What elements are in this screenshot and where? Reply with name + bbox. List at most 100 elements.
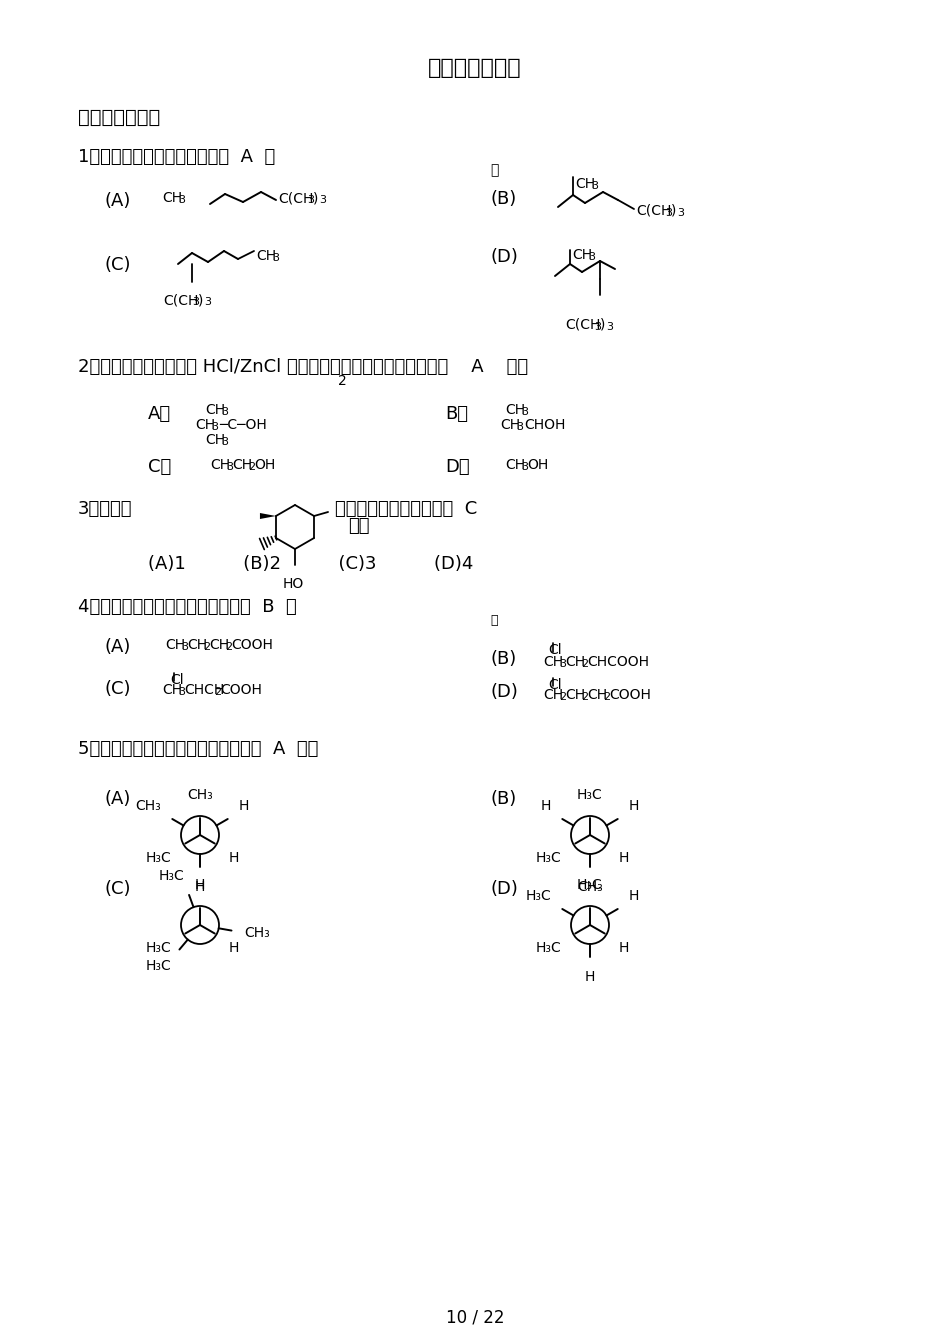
Text: (B): (B) — [490, 650, 516, 668]
Text: 2: 2 — [581, 692, 588, 702]
Text: (D): (D) — [490, 880, 518, 898]
Text: CHCOOH: CHCOOH — [587, 655, 649, 669]
Text: 4、以下化合物中，酸性最强的是（  B  ）: 4、以下化合物中，酸性最强的是（ B ） — [78, 598, 296, 616]
Text: (C): (C) — [105, 880, 131, 898]
Text: OH: OH — [254, 458, 276, 472]
Text: 具有手性中心的个数为（  C: 具有手性中心的个数为（ C — [335, 500, 477, 517]
Text: (C): (C) — [105, 680, 131, 698]
Text: 2: 2 — [214, 687, 221, 698]
Text: 3: 3 — [588, 253, 595, 262]
Text: 3: 3 — [594, 323, 601, 332]
Text: 2: 2 — [338, 374, 347, 388]
Text: CH: CH — [256, 249, 276, 263]
Text: 3: 3 — [319, 195, 326, 206]
Text: CHCH: CHCH — [184, 683, 224, 698]
Text: CH: CH — [162, 683, 182, 698]
Text: ): ) — [198, 293, 203, 306]
Text: H₃C: H₃C — [159, 868, 184, 883]
Text: CH: CH — [587, 688, 607, 702]
Text: (C): (C) — [105, 255, 131, 274]
Text: H: H — [585, 970, 596, 984]
Text: 3: 3 — [181, 642, 188, 652]
Text: 3: 3 — [307, 195, 314, 206]
Text: COOH: COOH — [231, 638, 273, 652]
Text: H₃C: H₃C — [145, 852, 171, 866]
Text: 3: 3 — [665, 208, 672, 218]
Text: 一、单项选择题: 一、单项选择题 — [78, 108, 161, 126]
Text: 3: 3 — [591, 181, 598, 191]
Text: COOH: COOH — [609, 688, 651, 702]
Text: H₃C: H₃C — [578, 878, 603, 892]
Text: CH₃: CH₃ — [135, 798, 162, 813]
Text: B、: B、 — [445, 405, 468, 423]
Text: H₃C: H₃C — [525, 888, 551, 903]
Text: CH₃: CH₃ — [578, 880, 603, 894]
Text: CH: CH — [543, 655, 563, 669]
Text: CHOH: CHOH — [524, 418, 565, 431]
Text: CH: CH — [187, 638, 207, 652]
Text: H₃C: H₃C — [145, 942, 171, 956]
Text: D、: D、 — [445, 458, 469, 476]
Text: CH: CH — [572, 249, 592, 262]
Text: 2: 2 — [581, 659, 588, 669]
Text: 2: 2 — [603, 692, 610, 702]
Text: 3: 3 — [221, 437, 228, 448]
Text: 3: 3 — [211, 422, 218, 431]
Text: ）。: ）。 — [348, 517, 370, 535]
Text: 3: 3 — [178, 687, 185, 698]
Text: 2: 2 — [203, 642, 210, 652]
Text: Cl: Cl — [548, 677, 561, 692]
Text: H₃C: H₃C — [578, 788, 603, 802]
Text: H: H — [229, 852, 239, 866]
Text: H₃C: H₃C — [536, 852, 561, 866]
Text: 3: 3 — [521, 407, 528, 417]
Text: (B): (B) — [490, 790, 516, 808]
Text: Cl: Cl — [170, 673, 183, 687]
Text: H₃C: H₃C — [145, 960, 171, 973]
Text: 。: 。 — [490, 163, 499, 177]
Text: 有机化学复习题: 有机化学复习题 — [428, 58, 522, 78]
Text: H: H — [629, 888, 639, 903]
Text: 2: 2 — [225, 642, 232, 652]
Text: C(CH: C(CH — [636, 204, 672, 218]
Text: CH: CH — [543, 688, 563, 702]
Text: (B): (B) — [490, 190, 516, 208]
Text: C(CH: C(CH — [565, 319, 600, 332]
Text: H: H — [618, 852, 629, 866]
Text: H: H — [195, 880, 205, 894]
Text: 2: 2 — [248, 462, 256, 472]
Text: 1、以下构象中，最稳定的是（  A  ）: 1、以下构象中，最稳定的是（ A ） — [78, 148, 276, 167]
Text: CH: CH — [162, 191, 182, 206]
Text: H: H — [239, 798, 249, 813]
Text: COOH: COOH — [220, 683, 262, 698]
Text: 3: 3 — [272, 253, 279, 263]
Text: CH: CH — [505, 403, 525, 417]
Text: H: H — [229, 942, 239, 956]
Text: CH: CH — [210, 458, 230, 472]
Text: ─C─OH: ─C─OH — [219, 418, 267, 431]
Text: CH: CH — [565, 688, 585, 702]
Text: H: H — [618, 942, 629, 956]
Text: Cl: Cl — [548, 642, 561, 657]
Text: (D): (D) — [490, 683, 518, 702]
Text: C(CH: C(CH — [163, 293, 199, 306]
Text: OH: OH — [527, 458, 548, 472]
Text: CH: CH — [232, 458, 252, 472]
Text: 3、化合物: 3、化合物 — [78, 500, 132, 517]
Text: C、: C、 — [148, 458, 171, 476]
Text: H: H — [541, 798, 551, 813]
Text: HO: HO — [283, 577, 304, 591]
Text: (D): (D) — [490, 249, 518, 266]
Text: 3: 3 — [178, 195, 185, 206]
Text: 3: 3 — [606, 323, 613, 332]
Text: C(CH: C(CH — [278, 191, 314, 206]
Text: (A): (A) — [105, 790, 131, 808]
Text: A、: A、 — [148, 405, 171, 423]
Text: (A): (A) — [105, 192, 131, 210]
Text: ): ) — [671, 204, 676, 218]
Text: 3: 3 — [521, 462, 528, 472]
Text: CH: CH — [500, 418, 521, 431]
Text: 3: 3 — [677, 208, 684, 218]
Text: 3: 3 — [192, 297, 199, 306]
Text: CH₃: CH₃ — [244, 926, 270, 939]
